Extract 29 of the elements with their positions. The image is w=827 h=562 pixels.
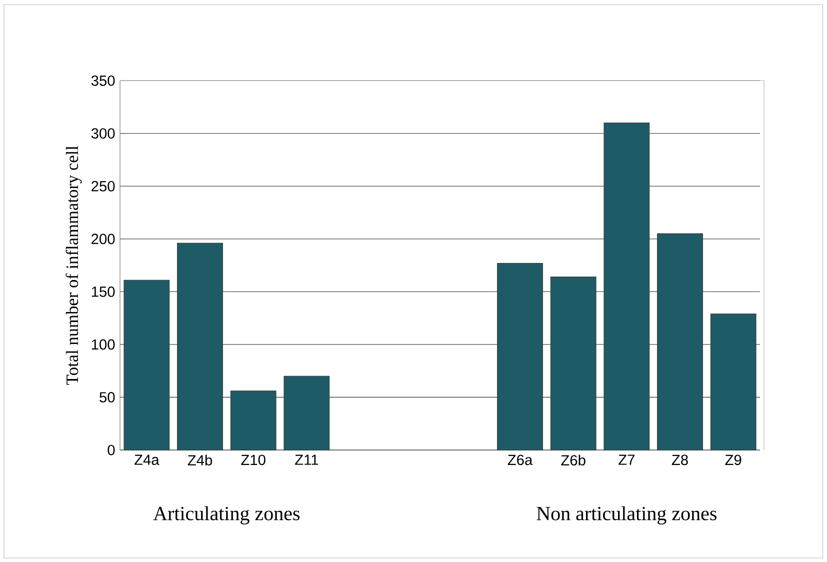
y-tick-label: 0: [108, 444, 115, 456]
x-tick-label: Z9: [725, 454, 742, 466]
y-tick-label: 350: [91, 75, 115, 86]
y-tick-label: 50: [100, 392, 115, 402]
bar: [124, 280, 170, 450]
x-tick-label: Z6b: [561, 454, 586, 466]
y-tick-label: 100: [92, 339, 115, 350]
bar: [284, 376, 330, 450]
text: Non articulating zones: [536, 506, 716, 524]
bar: [230, 390, 276, 450]
x-tick-label: Z6a: [508, 454, 533, 466]
y-tick-label: 300: [91, 128, 115, 139]
bar: [657, 233, 703, 450]
x-tick-label: Z4b: [188, 454, 212, 466]
y-tick-label: 250: [92, 181, 115, 192]
x-tick-label: Z10: [241, 454, 266, 466]
bar: [497, 262, 543, 450]
text: Articulating zones: [153, 506, 300, 524]
bar: [710, 314, 756, 450]
x-tick-label: Z11: [295, 454, 318, 465]
bar: [177, 242, 223, 450]
x-tick-label: Z4a: [134, 454, 160, 465]
y-axis-title: Total number of inflammatory cell: [66, 146, 82, 385]
x-tick-label: Z7: [618, 454, 634, 465]
y-tick-label: 200: [92, 234, 115, 244]
y-tick-label: 150: [92, 286, 115, 297]
bar: [604, 122, 650, 450]
x-tick-label: Z8: [672, 454, 688, 466]
bar: [550, 276, 596, 450]
